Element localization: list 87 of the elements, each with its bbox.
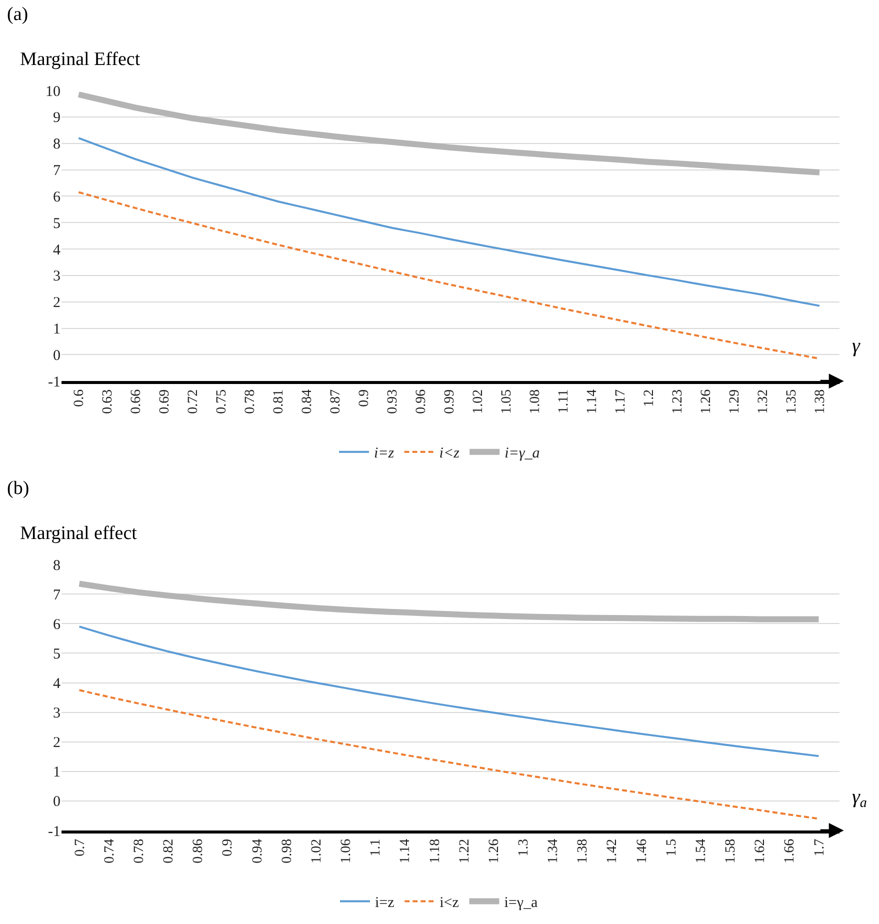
x-tick-label: 1.38 — [576, 838, 591, 864]
y-tick-label: 6 — [53, 616, 62, 633]
y-tick-label: 8 — [53, 136, 61, 153]
x-tick-label: 0.69 — [158, 389, 173, 414]
x-tick-label: 1.38 — [813, 389, 828, 414]
y-tick-label: 3 — [53, 706, 61, 722]
x-tick-label: 0.81 — [272, 389, 287, 414]
x-tick-label: 1.26 — [486, 838, 502, 864]
x-tick-label: 1.34 — [546, 838, 562, 864]
y-tick-label: 3 — [53, 268, 61, 285]
x-tick-label: 0.9 — [357, 389, 372, 407]
y-tick-label: -1 — [48, 824, 61, 840]
y-tick-label: 0 — [53, 794, 61, 810]
x-tick-label: 0.87 — [328, 389, 344, 414]
y-tick-label: 1 — [53, 322, 61, 338]
x-tick-label: 0.63 — [100, 389, 116, 414]
chart-title: (b) — [7, 478, 30, 499]
x-tick-label: 1.42 — [605, 838, 620, 864]
x-tick-label: 0.96 — [414, 389, 430, 414]
y-tick-label: 4 — [53, 676, 62, 692]
x-tick-label: 1.58 — [724, 838, 739, 864]
x-tick-label: 1.54 — [694, 838, 709, 864]
x-tick-label: 1.18 — [428, 838, 443, 864]
x-tick-label: 1.22 — [457, 838, 472, 864]
legend-label: i=γ_a — [504, 895, 538, 912]
x-tick-label: 0.98 — [280, 838, 295, 864]
x-tick-label: 1.46 — [634, 838, 650, 864]
x-tick-label: 1.7 — [812, 838, 828, 856]
x-tick-label: 0.94 — [250, 838, 266, 864]
x-tick-label: 1.29 — [728, 389, 743, 414]
y-tick-label: 2 — [53, 295, 61, 312]
x-tick-label: 1.17 — [614, 389, 629, 414]
y-tick-label: 8 — [53, 558, 61, 574]
x-tick-label: 0.99 — [442, 389, 458, 414]
x-tick-label: 0.7 — [72, 838, 88, 856]
x-tick-label: 1.23 — [670, 389, 686, 414]
x-tick-label: 1.66 — [782, 838, 798, 864]
x-tick-label: 0.72 — [186, 389, 202, 414]
chart-title: (a) — [7, 4, 28, 25]
x-tick-label: 1.05 — [500, 389, 515, 414]
y-tick-label: 7 — [53, 163, 62, 180]
x-tick-label: 0.75 — [214, 389, 230, 414]
x-axis-title: γ$_{a}$ — [852, 786, 867, 812]
x-tick-label: 1.5 — [664, 838, 680, 856]
y-axis-title: Marginal Effect — [20, 49, 141, 70]
y-axis-title: Marginal effect — [20, 523, 138, 544]
y-tick-label: 10 — [46, 84, 61, 100]
y-tick-label: -1 — [48, 374, 61, 390]
x-tick-label: 1.02 — [471, 389, 486, 414]
x-tick-label: 0.93 — [386, 389, 401, 414]
x-tick-label: 1.26 — [699, 389, 714, 414]
legend-label: i=γ_a — [504, 446, 540, 462]
x-tick-label: 1.02 — [309, 838, 324, 864]
y-tick-label: 4 — [53, 242, 62, 258]
x-tick-label: 1.35 — [784, 389, 800, 414]
legend-label: i<z — [440, 895, 460, 912]
y-tick-label: 1 — [53, 764, 61, 781]
x-tick-label: 1.11 — [556, 389, 572, 414]
x-tick-label: 0.78 — [132, 838, 147, 864]
legend-label: i<z — [439, 446, 460, 462]
x-tick-label: 1.62 — [753, 838, 768, 864]
x-tick-label: 1.06 — [339, 838, 354, 864]
x-tick-label: 0.9 — [220, 838, 236, 856]
y-tick-label: 2 — [53, 735, 61, 752]
x-tick-label: 0.84 — [300, 389, 316, 414]
x-tick-label: 1.08 — [528, 389, 544, 414]
x-tick-label: 1.1 — [368, 838, 384, 856]
x-tick-label: 1.2 — [642, 389, 658, 407]
legend-label: i=z — [375, 895, 395, 912]
x-tick-label: 0.86 — [191, 838, 206, 864]
x-tick-label: 0.74 — [102, 838, 118, 864]
x-tick-label: 1.14 — [585, 389, 600, 414]
y-tick-label: 5 — [53, 646, 61, 662]
x-tick-label: 1.3 — [516, 838, 532, 856]
y-tick-label: 7 — [53, 587, 62, 604]
y-tick-label: 0 — [53, 348, 61, 364]
x-tick-label: 1.14 — [398, 838, 414, 864]
x-tick-label: 0.6 — [72, 389, 88, 407]
x-axis-title: γ — [852, 335, 861, 357]
x-tick-label: 0.66 — [129, 389, 144, 414]
y-tick-label: 9 — [53, 110, 61, 126]
y-tick-label: 6 — [53, 189, 62, 206]
x-tick-label: 0.78 — [243, 389, 258, 414]
y-tick-label: 5 — [53, 216, 61, 232]
legend-label: i=z — [374, 446, 394, 462]
x-tick-label: 0.82 — [162, 838, 177, 864]
x-tick-label: 1.32 — [756, 389, 772, 414]
